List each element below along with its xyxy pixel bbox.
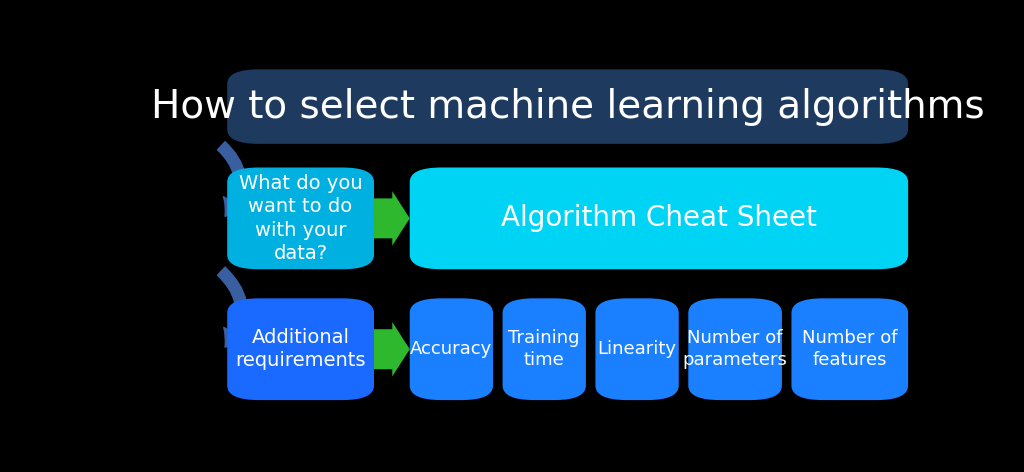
Text: Linearity: Linearity (598, 340, 677, 358)
FancyBboxPatch shape (503, 298, 586, 400)
FancyBboxPatch shape (227, 69, 908, 144)
Text: Number of
features: Number of features (802, 329, 897, 369)
Text: How to select machine learning algorithms: How to select machine learning algorithm… (151, 88, 984, 126)
FancyArrowPatch shape (217, 267, 247, 347)
Text: Training
time: Training time (509, 329, 580, 369)
FancyArrowPatch shape (217, 142, 246, 216)
Text: Additional
requirements: Additional requirements (236, 328, 366, 371)
FancyBboxPatch shape (595, 298, 679, 400)
FancyBboxPatch shape (410, 298, 494, 400)
Polygon shape (374, 191, 410, 245)
FancyBboxPatch shape (688, 298, 782, 400)
FancyBboxPatch shape (410, 168, 908, 269)
Text: Algorithm Cheat Sheet: Algorithm Cheat Sheet (501, 204, 817, 232)
Polygon shape (374, 322, 410, 377)
FancyBboxPatch shape (227, 168, 374, 269)
Text: Accuracy: Accuracy (411, 340, 493, 358)
Text: What do you
want to do
with your
data?: What do you want to do with your data? (239, 174, 362, 263)
Text: Number of
parameters: Number of parameters (683, 329, 787, 369)
FancyBboxPatch shape (227, 298, 374, 400)
FancyBboxPatch shape (792, 298, 908, 400)
